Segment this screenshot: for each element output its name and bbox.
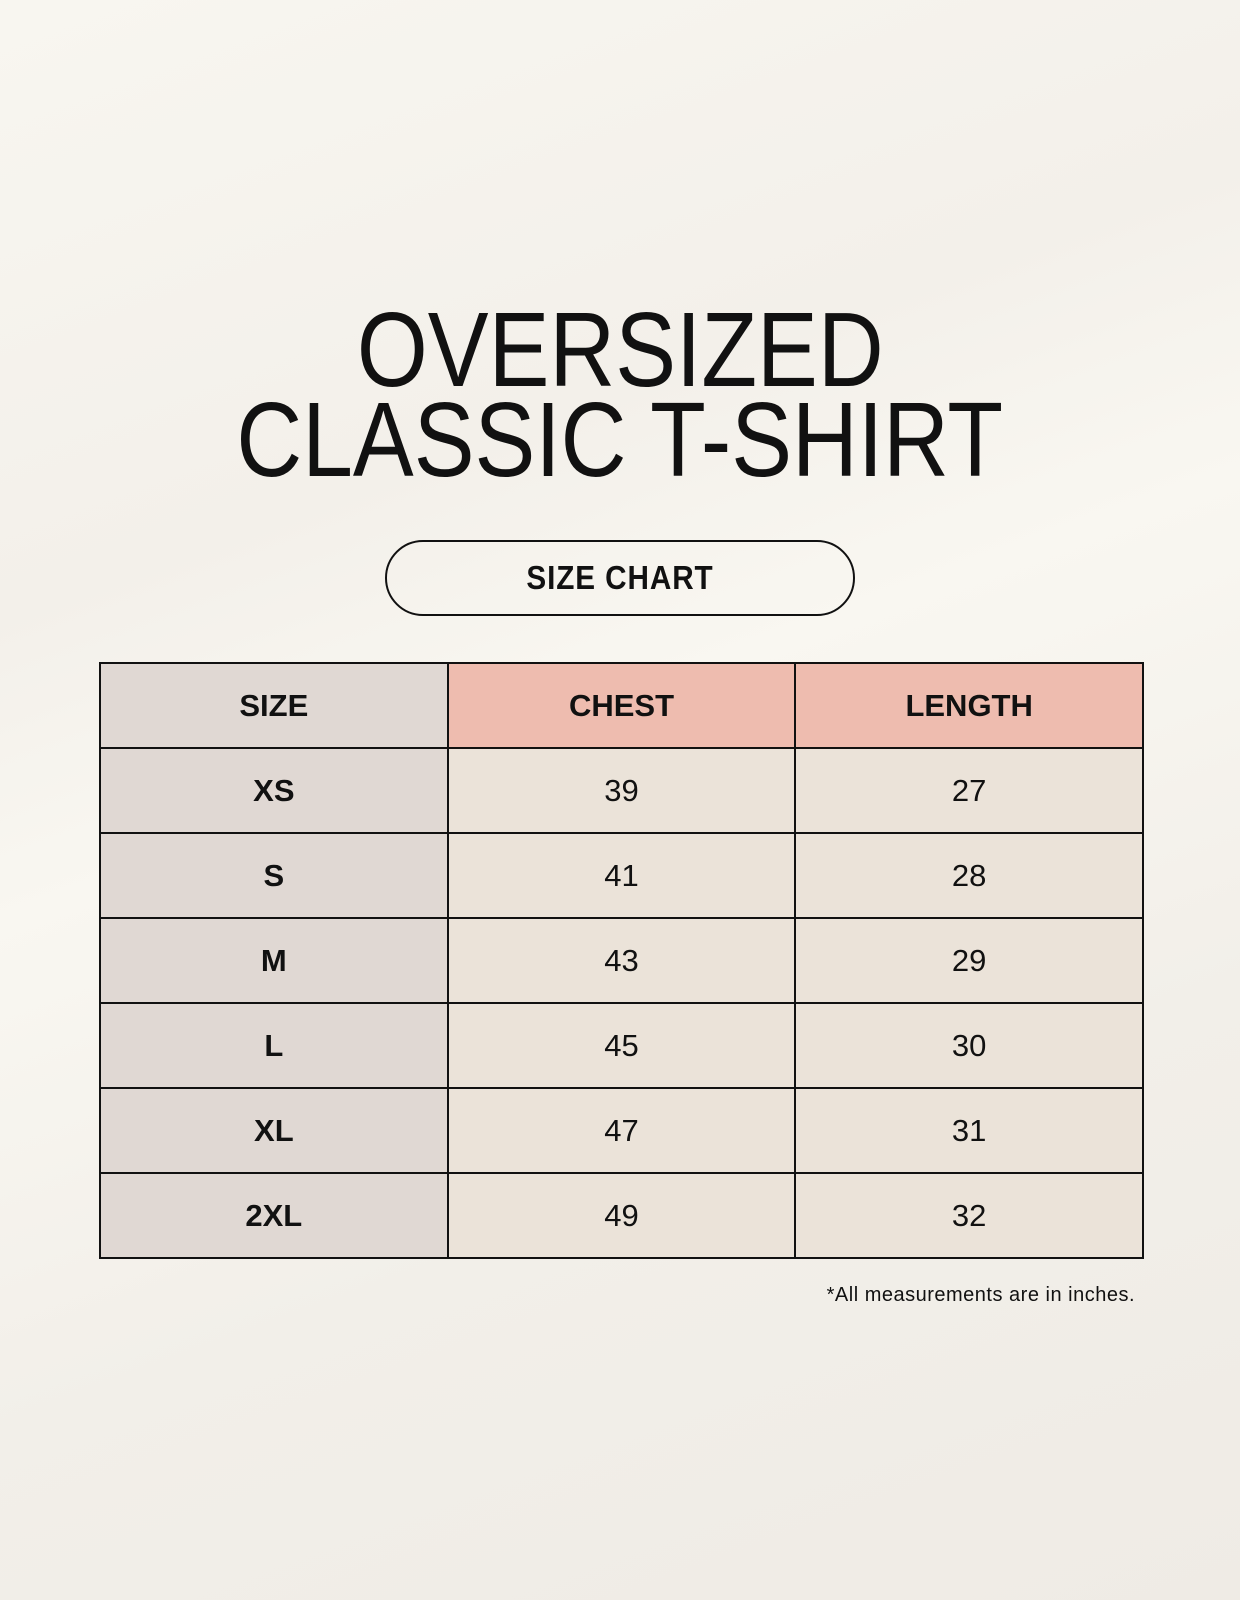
chest-cell: 43 bbox=[446, 917, 797, 1004]
chest-cell: 39 bbox=[446, 747, 797, 834]
table-header-row: SIZE CHEST LENGTH bbox=[99, 662, 1144, 749]
size-cell: L bbox=[99, 1002, 449, 1089]
size-cell: 2XL bbox=[99, 1172, 449, 1259]
table-row: XL 47 31 bbox=[99, 1087, 1144, 1174]
table-row: L 45 30 bbox=[99, 1002, 1144, 1089]
table-row: M 43 29 bbox=[99, 917, 1144, 1004]
size-cell: M bbox=[99, 917, 449, 1004]
page-title: OVERSIZED CLASSIC T-SHIRT bbox=[0, 291, 1240, 499]
footnote: *All measurements are in inches. bbox=[826, 1284, 1135, 1306]
chest-cell: 45 bbox=[446, 1002, 797, 1089]
size-chart-badge: SIZE CHART bbox=[385, 540, 855, 616]
size-table: SIZE CHEST LENGTH XS 39 27 S 41 28 M 43 29 L 45 30 X… bbox=[99, 662, 1144, 1259]
table-row: 2XL 49 32 bbox=[99, 1172, 1144, 1259]
size-cell: S bbox=[99, 832, 449, 919]
length-cell: 30 bbox=[794, 1002, 1144, 1089]
length-cell: 28 bbox=[794, 832, 1144, 919]
table-row: S 41 28 bbox=[99, 832, 1144, 919]
table-row: XS 39 27 bbox=[99, 747, 1144, 834]
length-cell: 29 bbox=[794, 917, 1144, 1004]
header-chest: CHEST bbox=[446, 662, 797, 749]
length-cell: 27 bbox=[794, 747, 1144, 834]
length-cell: 31 bbox=[794, 1087, 1144, 1174]
title-line-2: CLASSIC T-SHIRT bbox=[236, 381, 1004, 499]
header-length: LENGTH bbox=[794, 662, 1144, 749]
length-cell: 32 bbox=[794, 1172, 1144, 1259]
title-line-1: OVERSIZED bbox=[356, 291, 884, 409]
chest-cell: 41 bbox=[446, 832, 797, 919]
badge-label: SIZE CHART bbox=[526, 559, 714, 596]
size-cell: XS bbox=[99, 747, 449, 834]
header-size: SIZE bbox=[99, 662, 449, 749]
size-cell: XL bbox=[99, 1087, 449, 1174]
chest-cell: 49 bbox=[446, 1172, 797, 1259]
chest-cell: 47 bbox=[446, 1087, 797, 1174]
